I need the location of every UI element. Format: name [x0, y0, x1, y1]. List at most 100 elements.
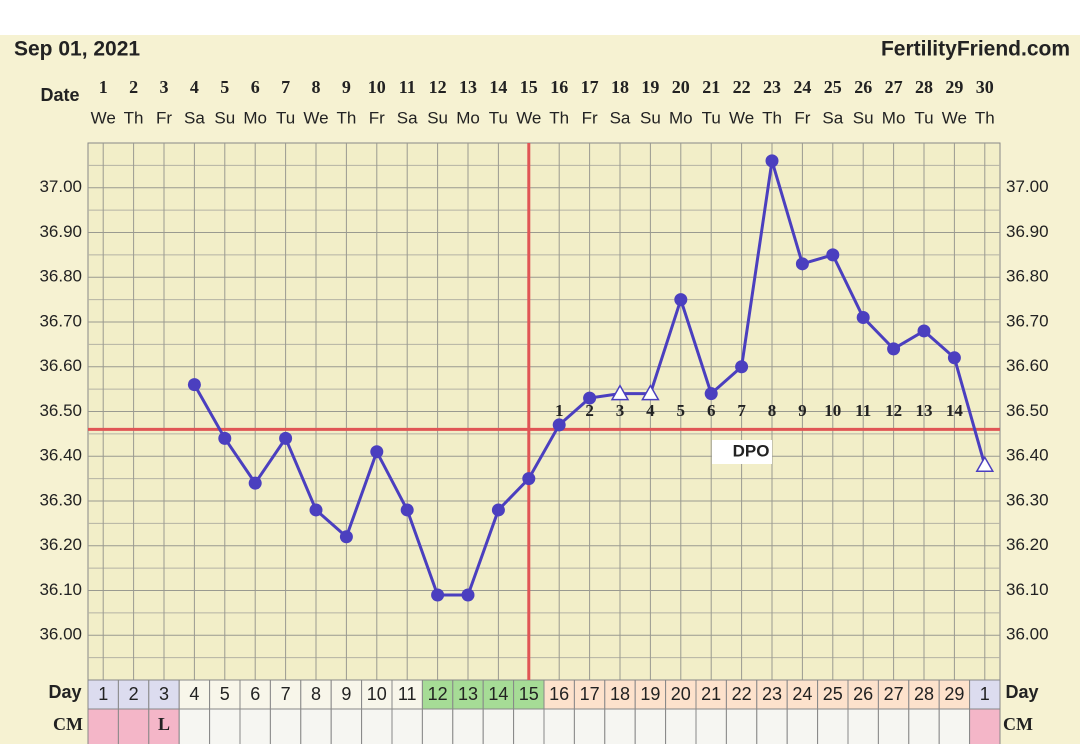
- temperature-point-open: [975, 455, 995, 472]
- x-tick-label: 24: [793, 77, 811, 97]
- dpo-number: 5: [677, 401, 686, 420]
- y-tick-label: 36.40: [1006, 446, 1049, 465]
- cycle-day: 18: [610, 684, 630, 704]
- cm-cell: [117, 708, 150, 744]
- weekday-label: Mo: [243, 108, 267, 127]
- x-tick-label: 23: [763, 77, 781, 97]
- dpo-number: 7: [737, 401, 746, 420]
- cm-cell: [908, 708, 940, 744]
- cm-row-label: CM: [53, 714, 83, 734]
- weekday-label: Mo: [456, 108, 480, 127]
- cycle-day: 17: [580, 684, 600, 704]
- y-tick-label: 36.50: [39, 401, 82, 420]
- x-tick-label: 5: [220, 77, 229, 97]
- dpo-number: 12: [885, 401, 902, 420]
- cm-cell: [330, 708, 363, 744]
- day-cell: [573, 679, 606, 710]
- y-tick-label: 36.80: [39, 267, 82, 286]
- temperature-point: [583, 391, 597, 405]
- day-cell: [969, 679, 1001, 710]
- cm-cell: [969, 708, 1001, 744]
- cm-cell: [817, 708, 849, 744]
- cycle-day: 27: [884, 684, 904, 704]
- cycle-day: 10: [367, 684, 387, 704]
- cm-cell: [665, 708, 697, 744]
- cm-cell: [178, 708, 211, 744]
- x-tick-label: 19: [641, 77, 659, 97]
- weekday-label: Tu: [914, 108, 933, 127]
- dpo-number: 9: [798, 401, 807, 420]
- cm-cell: [604, 708, 636, 744]
- dpo-number: 4: [646, 401, 655, 420]
- cm-cell: [513, 708, 545, 744]
- cycle-day: 23: [762, 684, 782, 704]
- weekday-label: Sa: [610, 108, 631, 127]
- cm-cell: [361, 708, 393, 744]
- temperature-point: [856, 311, 870, 325]
- temperature-point: [735, 360, 749, 374]
- y-tick-label: 36.50: [1006, 401, 1049, 420]
- x-tick-label: 6: [251, 77, 260, 97]
- weekday-label: Su: [640, 108, 661, 127]
- day-row-label: Day: [48, 682, 81, 702]
- cm-cell: [756, 708, 788, 744]
- cycle-day: 11: [398, 684, 417, 704]
- cm-cell: [573, 708, 606, 744]
- y-tick-label: 36.30: [39, 490, 82, 509]
- y-tick-label: 36.10: [39, 580, 82, 599]
- x-tick-label: 14: [489, 77, 507, 97]
- cycle-day: 8: [311, 684, 321, 704]
- temperature-point: [248, 476, 262, 490]
- dpo-number: 2: [585, 401, 594, 420]
- day-cell: [695, 679, 727, 710]
- dpo-number: 3: [616, 401, 625, 420]
- x-tick-label: 8: [312, 77, 321, 97]
- x-tick-label: 2: [129, 77, 138, 97]
- x-tick-label: 18: [611, 77, 629, 97]
- cycle-day: 21: [701, 684, 721, 704]
- dpo-number: 14: [946, 401, 964, 420]
- temperature-point: [887, 342, 901, 356]
- dpo-label-box: [712, 440, 772, 464]
- weekday-label: We: [303, 108, 328, 127]
- temperature-point: [795, 257, 809, 271]
- x-tick-label: 13: [459, 77, 477, 97]
- dpo-number: 8: [768, 401, 777, 420]
- temperature-point: [826, 248, 840, 262]
- cm-value: L: [158, 714, 170, 734]
- weekday-label: We: [516, 108, 541, 127]
- cm-cell: [482, 708, 515, 744]
- cycle-day: 7: [281, 684, 291, 704]
- cm-cell: [300, 708, 332, 744]
- weekday-label: Fr: [582, 108, 598, 127]
- temperature-point: [704, 387, 718, 401]
- weekday-label: Fr: [369, 108, 385, 127]
- weekday-label: Sa: [822, 108, 843, 127]
- dpo-number: 1: [555, 401, 564, 420]
- cycle-day: 16: [549, 684, 569, 704]
- x-tick-label: 30: [976, 77, 994, 97]
- y-tick-label: 37.00: [1006, 177, 1049, 196]
- weekday-label: Tu: [276, 108, 295, 127]
- x-tick-label: 11: [399, 77, 416, 97]
- cm-cell: [543, 708, 575, 744]
- cm-cell: [786, 708, 819, 744]
- x-axis-label: Date: [40, 85, 79, 105]
- cycle-day: 2: [129, 684, 139, 704]
- y-tick-label: 36.00: [39, 625, 82, 644]
- day-cell: [330, 679, 363, 710]
- temperature-point: [339, 530, 353, 544]
- y-tick-label: 36.80: [1006, 267, 1049, 286]
- y-tick-label: 36.10: [1006, 580, 1049, 599]
- y-tick-label: 36.00: [1006, 625, 1049, 644]
- cm-cell: [391, 708, 423, 744]
- dpo-number: 11: [855, 401, 871, 420]
- temperature-point: [187, 378, 201, 392]
- temperature-point: [765, 154, 779, 168]
- dpo-number: 13: [916, 401, 933, 420]
- y-tick-label: 36.70: [39, 311, 82, 330]
- weekday-label: Th: [762, 108, 782, 127]
- cycle-day: 15: [519, 684, 539, 704]
- x-tick-label: 26: [854, 77, 872, 97]
